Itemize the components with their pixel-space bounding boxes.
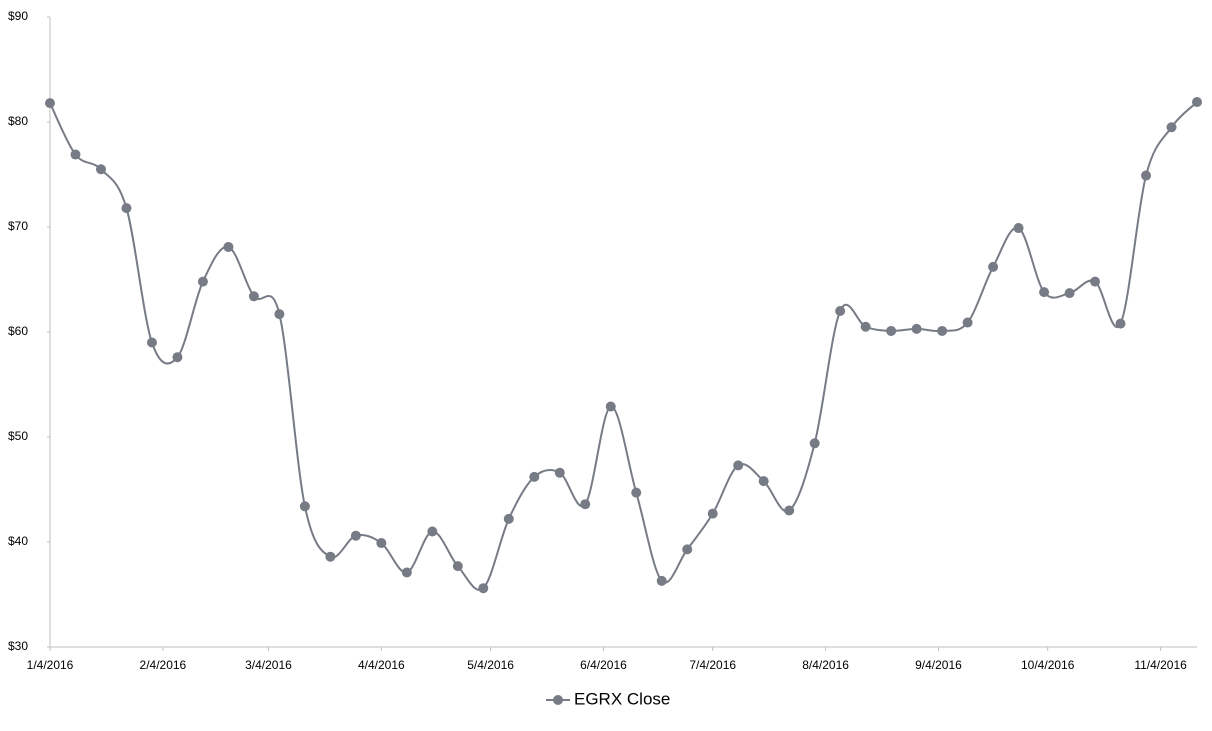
point xyxy=(478,583,489,594)
legend-label: EGRX Close xyxy=(574,689,670,708)
point xyxy=(707,508,718,519)
point xyxy=(860,321,871,332)
x-tick-label: 9/4/2016 xyxy=(915,658,962,672)
y-tick-label: $40 xyxy=(8,534,28,548)
point xyxy=(172,352,183,363)
point xyxy=(758,476,769,487)
point xyxy=(886,325,897,336)
point xyxy=(325,551,336,562)
x-tick-label: 10/4/2016 xyxy=(1021,658,1075,672)
point xyxy=(937,325,948,336)
point xyxy=(988,261,999,272)
y-tick-label: $50 xyxy=(8,429,28,443)
point xyxy=(1166,122,1177,133)
point xyxy=(299,501,310,512)
x-tick-label: 7/4/2016 xyxy=(689,658,736,672)
point xyxy=(529,471,540,482)
point xyxy=(835,306,846,316)
y-tick-label: $60 xyxy=(8,324,28,338)
point xyxy=(197,276,208,287)
point xyxy=(1064,288,1075,299)
point xyxy=(580,499,591,510)
point xyxy=(223,241,234,252)
series-line xyxy=(49,101,1198,591)
x-tick-label: 4/4/2016 xyxy=(358,658,405,672)
y-tick-label: $70 xyxy=(8,219,28,233)
point xyxy=(350,530,361,541)
point xyxy=(1115,318,1126,329)
x-tick-label: 11/4/2016 xyxy=(1134,658,1187,672)
x-tick-label: 3/4/2016 xyxy=(245,658,292,672)
point xyxy=(1039,287,1050,298)
point xyxy=(554,467,565,478)
point xyxy=(121,203,132,214)
x-tick-label: 8/4/2016 xyxy=(802,658,849,672)
x-tick-label: 1/4/2016 xyxy=(27,658,74,672)
point xyxy=(605,401,616,412)
point xyxy=(1192,97,1202,108)
point xyxy=(274,309,285,320)
point xyxy=(682,544,693,555)
point xyxy=(784,505,795,516)
x-tick-label: 6/4/2016 xyxy=(580,658,627,672)
x-tick-label: 5/4/2016 xyxy=(467,658,514,672)
point xyxy=(248,291,259,302)
point xyxy=(45,98,55,109)
y-tick-label: $90 xyxy=(8,9,28,23)
point xyxy=(95,164,106,175)
point xyxy=(376,538,387,549)
point xyxy=(427,526,438,537)
point xyxy=(401,567,412,578)
point xyxy=(631,487,642,498)
x-tick-label: 2/4/2016 xyxy=(140,658,187,672)
y-tick-label: $30 xyxy=(8,639,28,653)
y-tick-label: $80 xyxy=(8,114,28,128)
legend-marker xyxy=(553,695,563,705)
point xyxy=(503,513,514,524)
point xyxy=(656,575,667,586)
point xyxy=(146,337,157,348)
point xyxy=(452,561,463,572)
point xyxy=(1013,223,1024,234)
point xyxy=(911,323,922,334)
point xyxy=(733,460,744,471)
point xyxy=(1141,170,1152,181)
point xyxy=(962,317,973,328)
point xyxy=(70,149,81,160)
point xyxy=(1090,276,1101,287)
point xyxy=(809,438,820,449)
